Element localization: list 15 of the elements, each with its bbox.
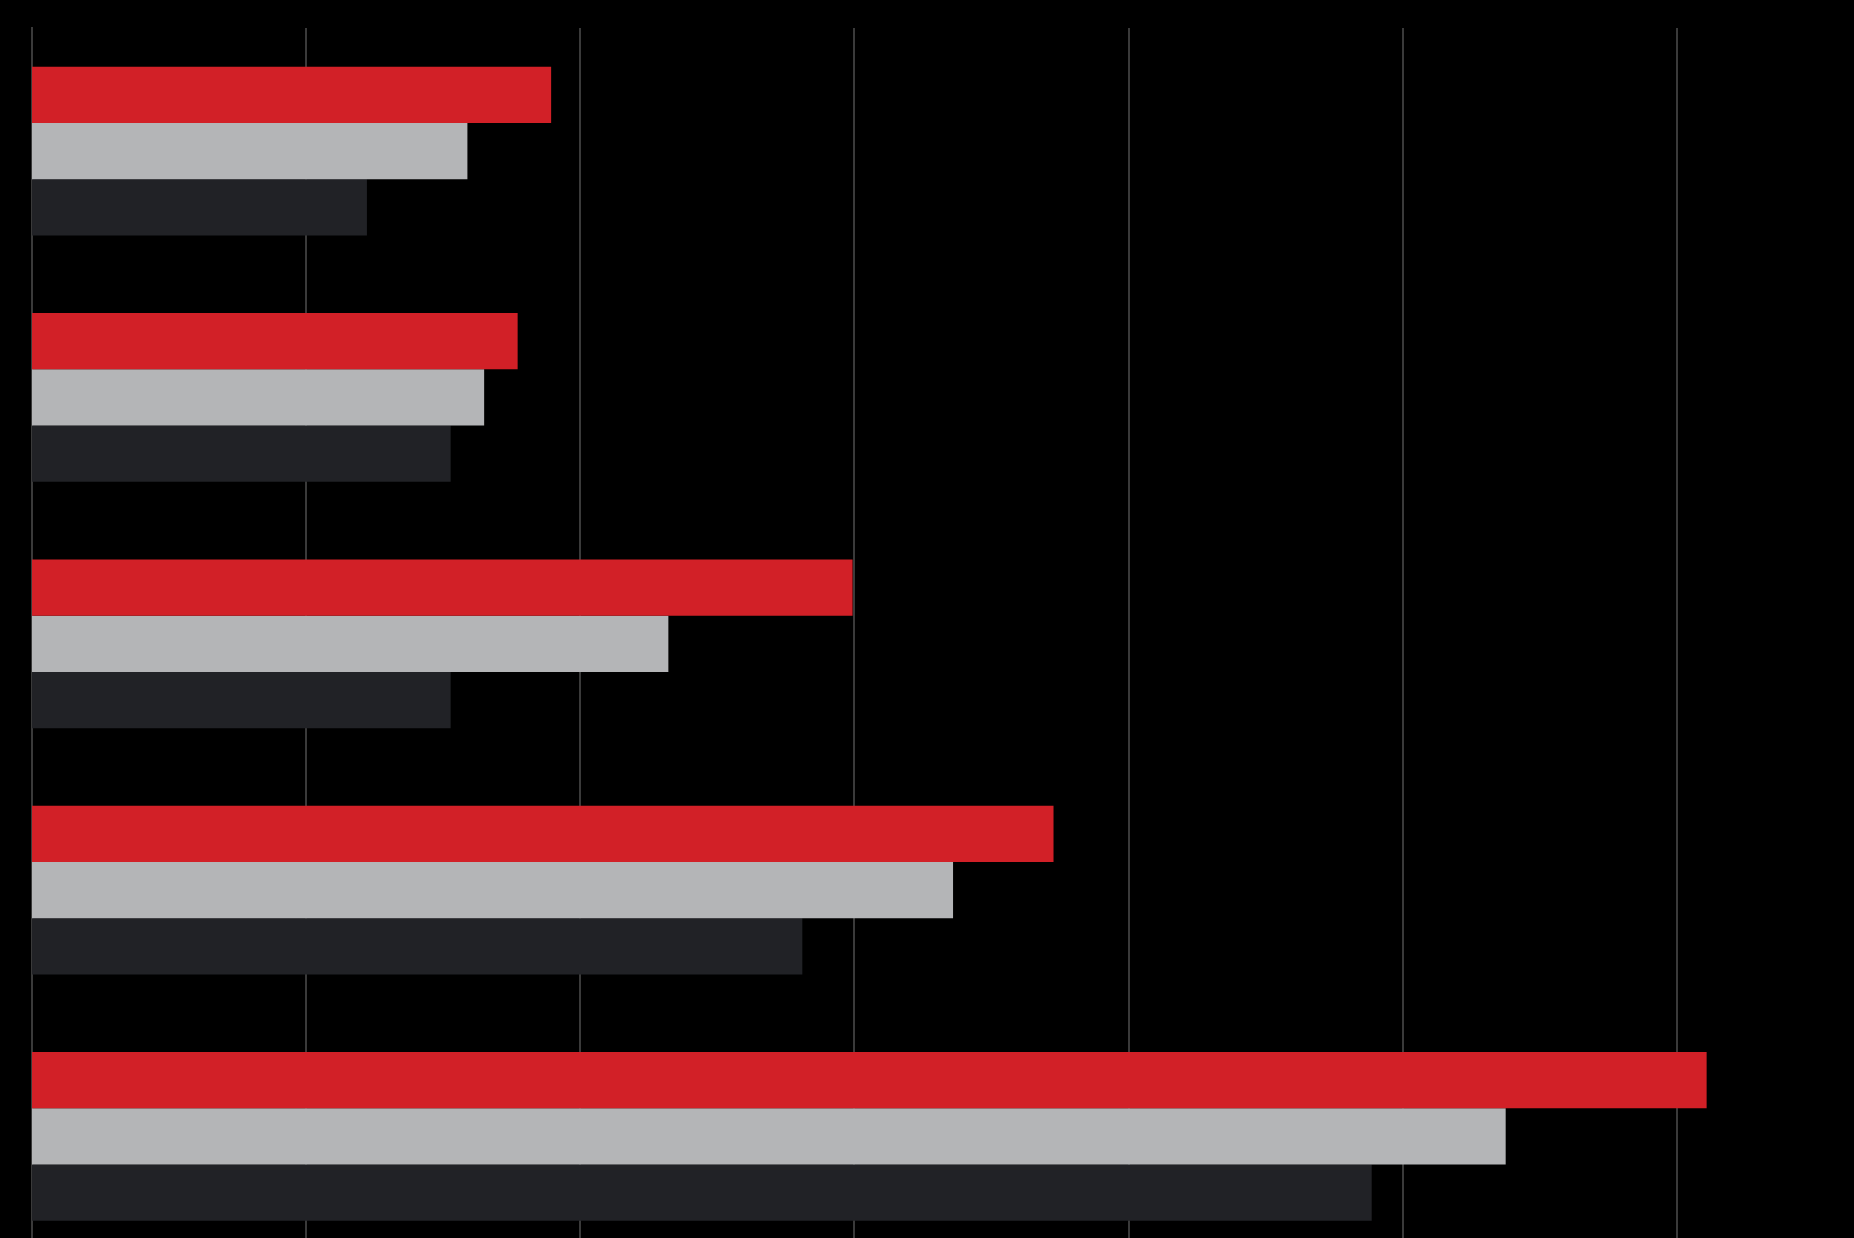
bar xyxy=(32,615,669,672)
bar xyxy=(32,1108,1506,1165)
bar xyxy=(32,66,552,124)
bar xyxy=(32,425,451,482)
bar xyxy=(32,559,853,616)
bar xyxy=(32,369,485,426)
bar xyxy=(32,671,451,729)
bar xyxy=(32,1164,1372,1221)
bar xyxy=(32,1052,1707,1109)
bar xyxy=(32,313,518,370)
bar xyxy=(32,179,367,236)
bar xyxy=(32,862,954,919)
bar xyxy=(32,805,1054,862)
bar xyxy=(32,123,468,180)
bar xyxy=(32,918,803,975)
